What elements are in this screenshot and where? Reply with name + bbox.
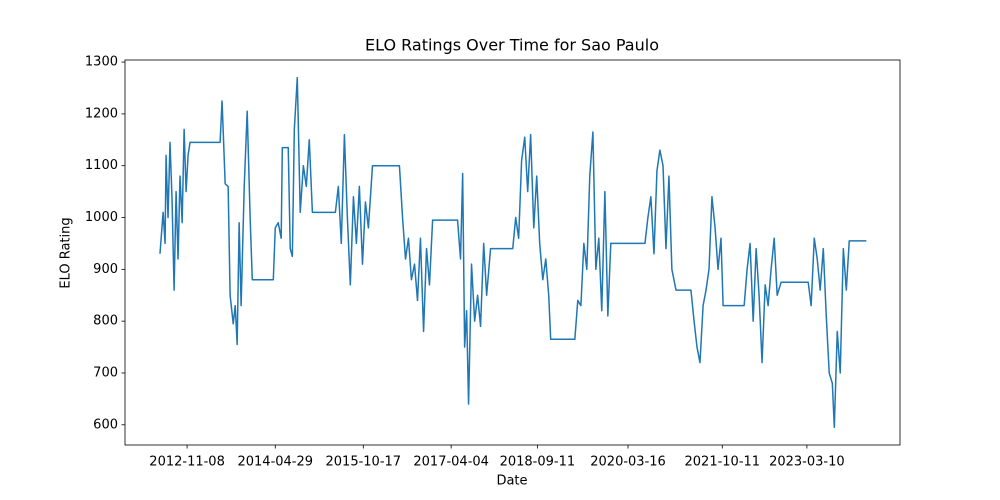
y-tick-label: 600: [93, 417, 118, 432]
x-tick-label: 2023-03-10: [769, 455, 845, 470]
x-tick-label: 2014-04-29: [237, 455, 313, 470]
y-tick-label: 1300: [85, 55, 118, 70]
x-tick-label: 2012-11-08: [149, 455, 225, 470]
x-tick-label: 2017-04-04: [413, 455, 489, 470]
x-tick-label: 2015-10-17: [326, 455, 402, 470]
y-axis-label: ELO Rating: [59, 217, 74, 288]
chart-title: ELO Ratings Over Time for Sao Paulo: [365, 36, 659, 55]
data-line: [159, 76, 867, 429]
plot-frame: [124, 59, 901, 446]
x-tick-label: 2021-10-11: [685, 455, 761, 470]
y-tick-label: 1200: [85, 106, 118, 121]
x-tick-label: 2018-09-11: [500, 455, 576, 470]
y-tick-label: 700: [93, 365, 118, 380]
y-tick-label: 1000: [85, 210, 118, 225]
x-tick-label: 2020-03-16: [590, 455, 666, 470]
y-tick-label: 900: [93, 262, 118, 277]
y-tick-label: 1100: [85, 158, 118, 173]
y-tick-label: 800: [93, 314, 118, 329]
x-axis-label: Date: [496, 474, 527, 489]
